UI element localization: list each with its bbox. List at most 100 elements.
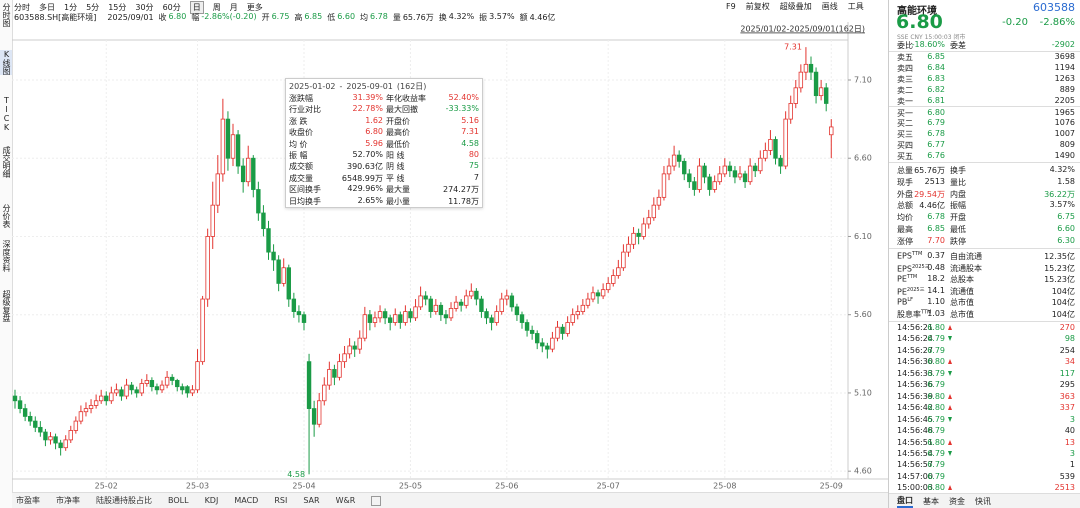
quote-item: 高 6.85 <box>294 12 322 23</box>
indicator-tab[interactable]: BOLL <box>168 496 189 505</box>
quote-value: 6.60 <box>337 12 356 21</box>
candle-body <box>98 395 104 402</box>
stat-label: 内盘 <box>950 189 966 199</box>
add-indicator[interactable] <box>371 495 382 506</box>
candle-body <box>489 317 494 323</box>
range-end[interactable]: 2025-09-01 <box>346 82 393 91</box>
side-tab[interactable]: TICK <box>2 96 11 132</box>
candle-body <box>53 436 58 444</box>
candle-body <box>702 165 707 178</box>
tool-button[interactable]: 工具 <box>847 2 864 11</box>
panel-tab[interactable]: 盘口 <box>897 495 913 508</box>
candle-body <box>12 395 18 402</box>
candle-body <box>621 251 626 269</box>
candle-body <box>159 384 165 391</box>
trade-volume: 3 <box>1069 448 1075 458</box>
period-tab[interactable]: 30分 <box>135 3 154 12</box>
book-label: 卖一 <box>897 96 913 106</box>
divider <box>889 51 1080 52</box>
chart-range: 2025/01/02-2025/09/01(162日) <box>740 25 865 34</box>
indicator-tab[interactable]: RSI <box>274 496 288 505</box>
side-tab[interactable]: K线图 <box>0 50 12 75</box>
indicator-tab[interactable]: MACD <box>234 496 259 505</box>
tool-buttons: F9 前复权 超级叠加 画线 工具 <box>726 1 864 12</box>
indicator-tab[interactable]: KDJ <box>204 496 219 505</box>
range-label: 最低价 <box>386 139 410 149</box>
candle-body <box>443 314 449 319</box>
trade-price: 6.80 <box>927 391 945 401</box>
indicator-tab[interactable]: SAR <box>303 496 320 505</box>
candle-body <box>169 376 175 381</box>
finance-sup: 2025三 <box>906 286 925 293</box>
candle-body <box>200 298 205 363</box>
candle-body <box>798 71 804 89</box>
period-tabs: 分时 多日 1分 5分 15分 30分 60分日周月更多 <box>14 1 263 14</box>
finance-name: 股息率 <box>897 310 921 319</box>
candle-body <box>306 361 312 409</box>
period-tab[interactable]: 更多 <box>246 3 263 12</box>
candle-body <box>240 165 246 183</box>
stat-label: 外盘 <box>897 189 913 199</box>
candle-body <box>600 289 606 297</box>
period-tab[interactable]: 分时 <box>14 3 30 12</box>
side-tab[interactable]: 超级复盘 <box>2 290 11 322</box>
range-value: 5.96 <box>365 138 383 148</box>
quote-value: 6.80 <box>168 12 187 21</box>
candle-body <box>43 431 48 441</box>
candle-body <box>327 369 332 386</box>
y-tick-label: 5.10 <box>854 388 872 397</box>
tool-button[interactable]: F9 <box>726 2 736 11</box>
panel-tab[interactable]: 快讯 <box>975 496 991 506</box>
side-tab[interactable]: 深度资料 <box>2 240 11 272</box>
side-tab[interactable]: 分时图 <box>2 3 11 27</box>
range-label: 行业对比 <box>289 105 321 115</box>
candle-body <box>540 342 545 347</box>
panel-tab[interactable]: 基本 <box>923 496 939 506</box>
stat-value: 6.78 <box>927 212 945 222</box>
side-tab[interactable]: 分价表 <box>2 204 11 228</box>
trade-volume: 40 <box>1064 426 1075 436</box>
candle-body <box>114 389 119 394</box>
period-tab[interactable]: 15分 <box>108 3 127 12</box>
book-volume: 1194 <box>1054 62 1075 72</box>
tool-button[interactable]: 前复权 <box>745 2 770 11</box>
period-tab[interactable]: 1分 <box>64 3 78 12</box>
range-label: 涨 跌 <box>289 116 308 126</box>
indicator-tab[interactable]: 陆股通持股占比 <box>96 496 152 505</box>
tool-button[interactable]: 超级叠加 <box>779 2 812 11</box>
quote-label: 低 <box>327 13 336 22</box>
period-tab[interactable]: 5分 <box>86 3 100 12</box>
quote-value: 65.76万 <box>402 13 434 22</box>
period-tab[interactable]: 多日 <box>39 3 55 12</box>
book-label: 买四 <box>897 141 913 151</box>
trade-time: 14:56:27 <box>897 345 933 355</box>
candle-body <box>626 243 631 253</box>
quote-item: 开 6.75 <box>262 12 290 23</box>
candle-body <box>154 386 160 391</box>
candle-body <box>393 314 398 323</box>
side-tab[interactable]: 成交明细 <box>2 146 11 178</box>
quote-item: 收 6.80 <box>159 12 187 23</box>
finance-label: 流通值 <box>950 286 974 296</box>
candle-body <box>109 392 114 402</box>
candle-body <box>773 139 778 159</box>
indicator-tab[interactable]: W&R <box>335 496 356 505</box>
period-tab[interactable]: 日 <box>189 1 204 14</box>
tool-button[interactable]: 画线 <box>821 2 838 11</box>
period-tab[interactable]: 周 <box>212 3 221 12</box>
indicator-tab[interactable]: 市盈率 <box>16 496 40 505</box>
panel-tab[interactable]: 资金 <box>949 496 965 506</box>
range-start[interactable]: 2025-01-02 <box>289 82 336 91</box>
period-tab[interactable]: 60分 <box>162 3 181 12</box>
quote-value: -2.86%(-0.20) <box>201 12 257 21</box>
candle-body <box>778 157 783 167</box>
trade-price: 6.79 <box>927 380 945 390</box>
quote-item: 量 65.76万 <box>393 12 434 23</box>
period-tab[interactable]: 月 <box>229 3 238 12</box>
candle-body <box>565 322 570 334</box>
indicator-tab[interactable]: 市净率 <box>56 496 80 505</box>
candle-body <box>585 298 591 306</box>
range-value: 52.40% <box>448 93 479 102</box>
ratio-value: -2902 <box>1051 40 1075 49</box>
